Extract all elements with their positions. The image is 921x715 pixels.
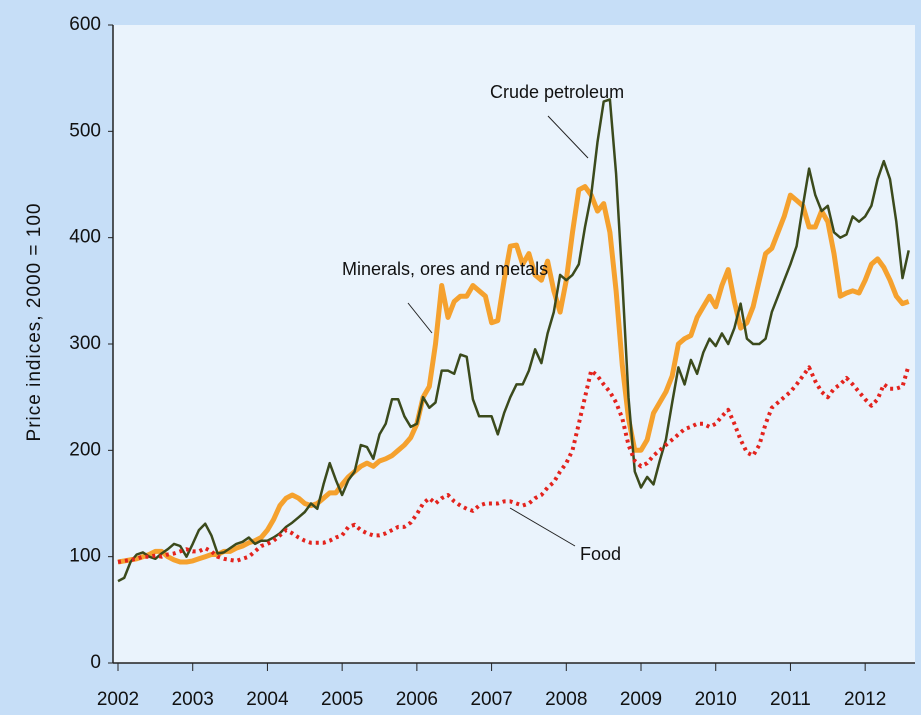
- series-annotation: Food: [580, 544, 621, 564]
- x-tick-label: 2007: [470, 689, 512, 710]
- x-tick-label: 2006: [396, 689, 438, 710]
- x-tick-label: 2012: [844, 689, 886, 710]
- x-tick-label: 2002: [97, 689, 139, 710]
- series-line: [117, 364, 911, 564]
- y-tick-label: 400: [69, 227, 101, 248]
- x-tick-label: 2004: [246, 689, 289, 710]
- x-tick-label: 2010: [695, 689, 737, 710]
- leader-line: [509, 507, 576, 547]
- y-axis-label: Price indices, 2000 = 100: [24, 203, 45, 442]
- series-annotation: Minerals, ores and metals: [342, 259, 548, 279]
- x-tick-label: 2008: [545, 689, 587, 710]
- leader-line: [547, 115, 589, 159]
- series-annotation: Crude petroleum: [490, 82, 624, 102]
- x-tick-label: 2009: [620, 689, 662, 710]
- leader-line: [407, 302, 433, 334]
- series-line: [117, 184, 910, 565]
- y-tick-label: 500: [69, 120, 101, 141]
- plot-area: [113, 25, 915, 663]
- y-tick-label: 200: [69, 439, 101, 460]
- x-tick-label: 2003: [172, 689, 214, 710]
- y-tick-label: 0: [90, 652, 101, 673]
- y-tick-label: 600: [69, 14, 101, 35]
- x-tick-label: 2011: [770, 689, 811, 710]
- y-tick-label: 100: [69, 546, 101, 567]
- x-tick-label: 2005: [321, 689, 363, 710]
- series-line: [117, 98, 910, 583]
- y-tick-label: 300: [69, 333, 101, 354]
